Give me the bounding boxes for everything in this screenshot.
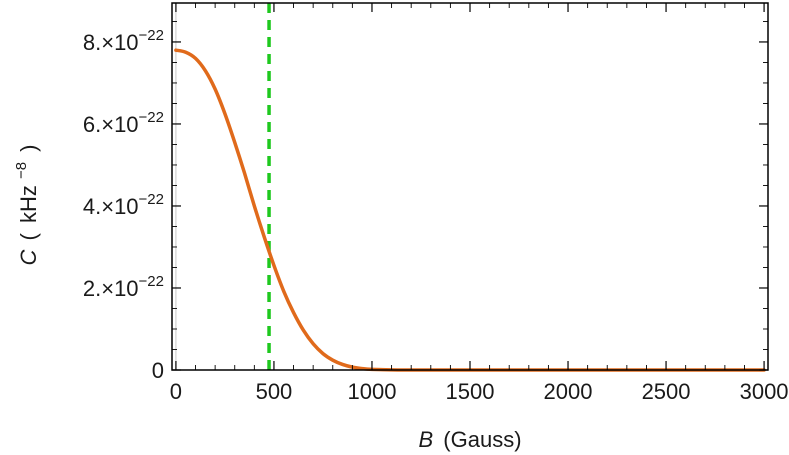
- x-tick-label: 1000: [347, 379, 396, 404]
- y-axis-ticks: 0 2.×10−22 4.×10−22 6.×10−22 8.×10−22: [83, 21, 768, 383]
- series-line-0: [174, 48, 766, 372]
- plot-area: 0 500 1000 1500 2000 2500 3000 0 2.×10−22 4.×10−…: [83, 2, 789, 404]
- x-tick-label: 1500: [446, 379, 495, 404]
- plot-frame: [171, 2, 769, 371]
- y-tick-label: 2.×10−22: [83, 273, 164, 301]
- x-tick-label: 3000: [740, 379, 789, 404]
- x-tick-label: 2000: [544, 379, 593, 404]
- x-tick-label: 0: [170, 379, 182, 404]
- y-tick-label: 4.×10−22: [83, 191, 164, 219]
- y-tick-label: 0: [152, 358, 164, 383]
- y-axis-title: C ( kHz −8 ): [6, 144, 41, 265]
- y-tick-label: 6.×10−22: [83, 109, 164, 137]
- x-tick-label: 500: [256, 379, 293, 404]
- y-tick-label: 8.×10−22: [83, 27, 164, 55]
- x-axis-ticks: 0 500 1000 1500 2000 2500 3000: [170, 3, 789, 404]
- series-layer: [174, 48, 766, 372]
- x-tick-label: 2500: [642, 379, 691, 404]
- x-axis-title: B (Gauss): [418, 427, 521, 452]
